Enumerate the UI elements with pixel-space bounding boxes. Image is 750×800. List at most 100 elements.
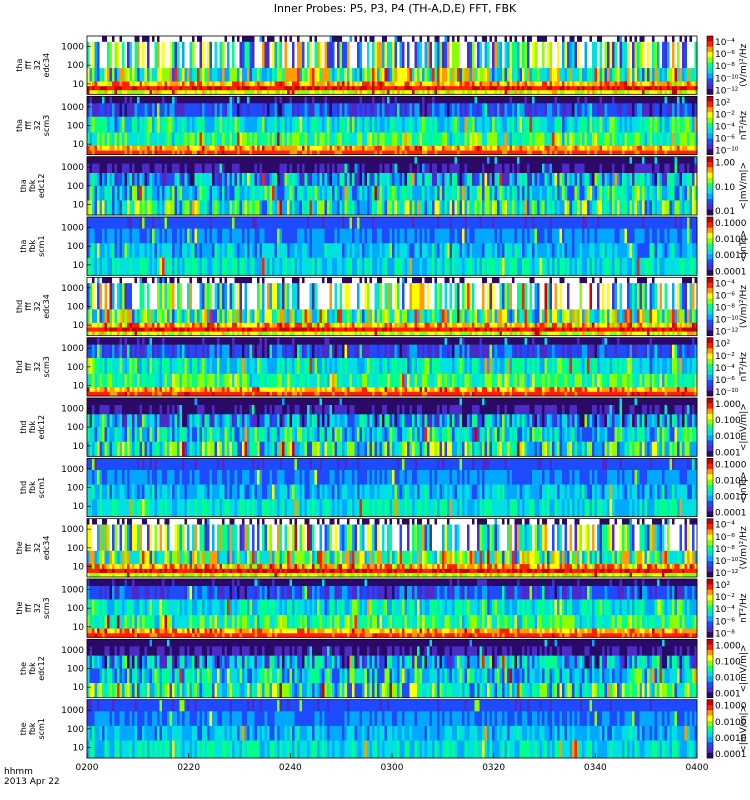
colorbar-step <box>707 500 713 507</box>
y-tick-label: 10 <box>73 563 85 573</box>
y-tick-label: 10 <box>73 442 85 452</box>
colorbar-step <box>707 644 713 651</box>
colorbar-tick-label: 1.000 <box>715 400 741 410</box>
panel-label-line: scm1 <box>37 718 46 739</box>
colorbar-step <box>707 248 713 255</box>
colorbar-step <box>707 264 713 271</box>
colorbar-step <box>707 303 713 310</box>
y-tick-label: 10 <box>73 201 85 211</box>
chart-title: Inner Probes: P5, P3, P4 (TH-A,D,E) FFT,… <box>274 2 517 15</box>
colorbar-tick-label: 0.0010 <box>715 251 747 261</box>
colorbar-step <box>707 600 713 606</box>
colorbar-frame <box>706 458 714 517</box>
colorbar-step <box>707 177 713 184</box>
y-tick-label: 10 <box>73 80 85 90</box>
panel-label-line: scm3 <box>42 597 51 618</box>
colorbar-tick-label: 10⁻⁶ <box>715 291 735 301</box>
colorbar-step <box>707 330 713 336</box>
colorbar-step <box>707 419 713 425</box>
colorbar-step <box>707 687 713 693</box>
x-tick-label: 0240 <box>279 763 302 773</box>
x-tick-label: 0200 <box>76 763 99 773</box>
colorbar-step <box>707 282 713 289</box>
colorbar-step <box>707 671 713 677</box>
colorbar-step <box>707 566 713 572</box>
y-tick-label: 1000 <box>61 344 84 354</box>
colorbar-step <box>707 413 713 420</box>
colorbar-step <box>707 621 713 628</box>
panel-tha-scm3: 1000 100 10 tha fff 32 scm3 10² 10⁻² 10⁻⁴ 10⁻⁶ 10⁻¹… <box>15 95 749 157</box>
y-tick-label: 1000 <box>61 43 84 53</box>
colorbar-step <box>707 616 713 622</box>
panel-label: thd fbk edc12 <box>19 415 46 440</box>
panel-label-line: edc12 <box>37 174 46 199</box>
colorbar-step <box>707 51 713 58</box>
colorbar-step <box>707 348 713 354</box>
colorbar-tick-label: 10⁻¹⁰ <box>715 388 739 398</box>
colorbar-tick-label: 10⁻⁴ <box>715 605 735 615</box>
colorbar-step <box>707 665 713 672</box>
colorbar-step <box>707 495 713 502</box>
colorbar-step <box>707 463 713 470</box>
colorbar-step <box>707 243 713 250</box>
colorbar-step <box>707 67 713 74</box>
colorbar-step <box>707 83 713 90</box>
colorbar-tick-label: 0.0100 <box>715 476 747 486</box>
colorbar-tick-label: 10⁻⁶ <box>715 50 735 60</box>
panel-the-scm1: 1000 100 10 the fbk scm1 0.1000 0.0100 0.0010 0.0… <box>19 699 749 760</box>
colorbar-step <box>707 96 713 102</box>
panel-label: the fbk scm1 <box>19 718 46 739</box>
colorbar-frame <box>706 96 714 155</box>
colorbar-step <box>707 112 713 118</box>
colorbar-step <box>707 188 713 195</box>
colorbar-step <box>707 511 713 517</box>
panel-label-line: thd <box>15 300 24 313</box>
colorbar-step <box>707 639 713 645</box>
colorbar-tick-label: 0.0010 <box>715 734 747 744</box>
colorbar-step <box>707 445 713 452</box>
spectrogram-tha-scm3 <box>87 96 698 155</box>
panel-label-line: scm1 <box>37 235 46 256</box>
panel-label-line: thd <box>15 360 24 373</box>
colorbar-tick-label: 0.001 <box>715 448 741 458</box>
colorbar-tick-label: 10⁻⁸ <box>715 629 735 639</box>
panel-label-line: 32 <box>33 543 42 553</box>
x-tick-label: 0300 <box>381 763 404 773</box>
panel-label-line: fff <box>24 121 33 130</box>
colorbar-step <box>707 523 713 530</box>
panel-label-line: edc34 <box>42 536 51 561</box>
colorbar-step <box>707 36 713 42</box>
colorbar-tick-label: 0.1000 <box>715 219 747 229</box>
y-tick-label: 10 <box>73 382 85 392</box>
panel-label-line: fff <box>24 362 33 371</box>
colorbar-tick-label: 10⁻¹² <box>715 86 739 96</box>
colorbar-frame <box>706 35 714 95</box>
colorbar-step <box>707 747 713 753</box>
colorbar-tick-label: 0.0100 <box>715 718 747 728</box>
panel-label-line: the <box>15 602 24 615</box>
colorbar-step <box>707 589 713 596</box>
colorbar-step <box>707 731 713 738</box>
colorbar-tha-edc34: 10⁻⁴ 10⁻⁶ 10⁻⁸ 10⁻¹⁰ 10⁻¹²(V/m)²/Hz <box>706 35 749 96</box>
panel-label: thd fff 32 edc34 <box>15 294 51 319</box>
colorbar-tick-label: 10⁻¹⁰ <box>715 557 739 567</box>
panel-label-line: tha <box>15 119 24 132</box>
colorbar-tick-label: 10⁻² <box>715 352 735 362</box>
colorbar-step <box>707 435 713 441</box>
y-tick-label: 1000 <box>61 706 84 716</box>
panel-tha-scm1: 1000 100 10 tha fbk scm1 0.1000 0.0100 0.0010 0.0… <box>19 216 749 277</box>
colorbar-step <box>707 337 713 344</box>
colorbar-step <box>707 479 713 486</box>
y-tick-label: 1000 <box>61 103 84 113</box>
panel-label-line: edc34 <box>42 53 51 78</box>
colorbar-step <box>707 534 713 541</box>
colorbar-thd-edc12: 1.000 0.100 0.010 0.001<|mV/m|> <box>706 397 749 458</box>
colorbar-step <box>707 555 713 562</box>
panel-label-line: scm3 <box>42 356 51 377</box>
y-tick-label: 1000 <box>61 646 84 656</box>
colorbar-step <box>707 106 713 113</box>
colorbar-step <box>707 429 713 436</box>
panel-thd-scm1: 1000 100 10 thd fbk scm1 0.1000 0.0100 0.0010 0.0… <box>19 457 749 519</box>
colorbar-step <box>707 545 713 551</box>
panel-tha-edc12: 1000 100 10 tha fbk edc12 1.00 0.10 0.01 <|mV/m|> <box>19 156 749 217</box>
